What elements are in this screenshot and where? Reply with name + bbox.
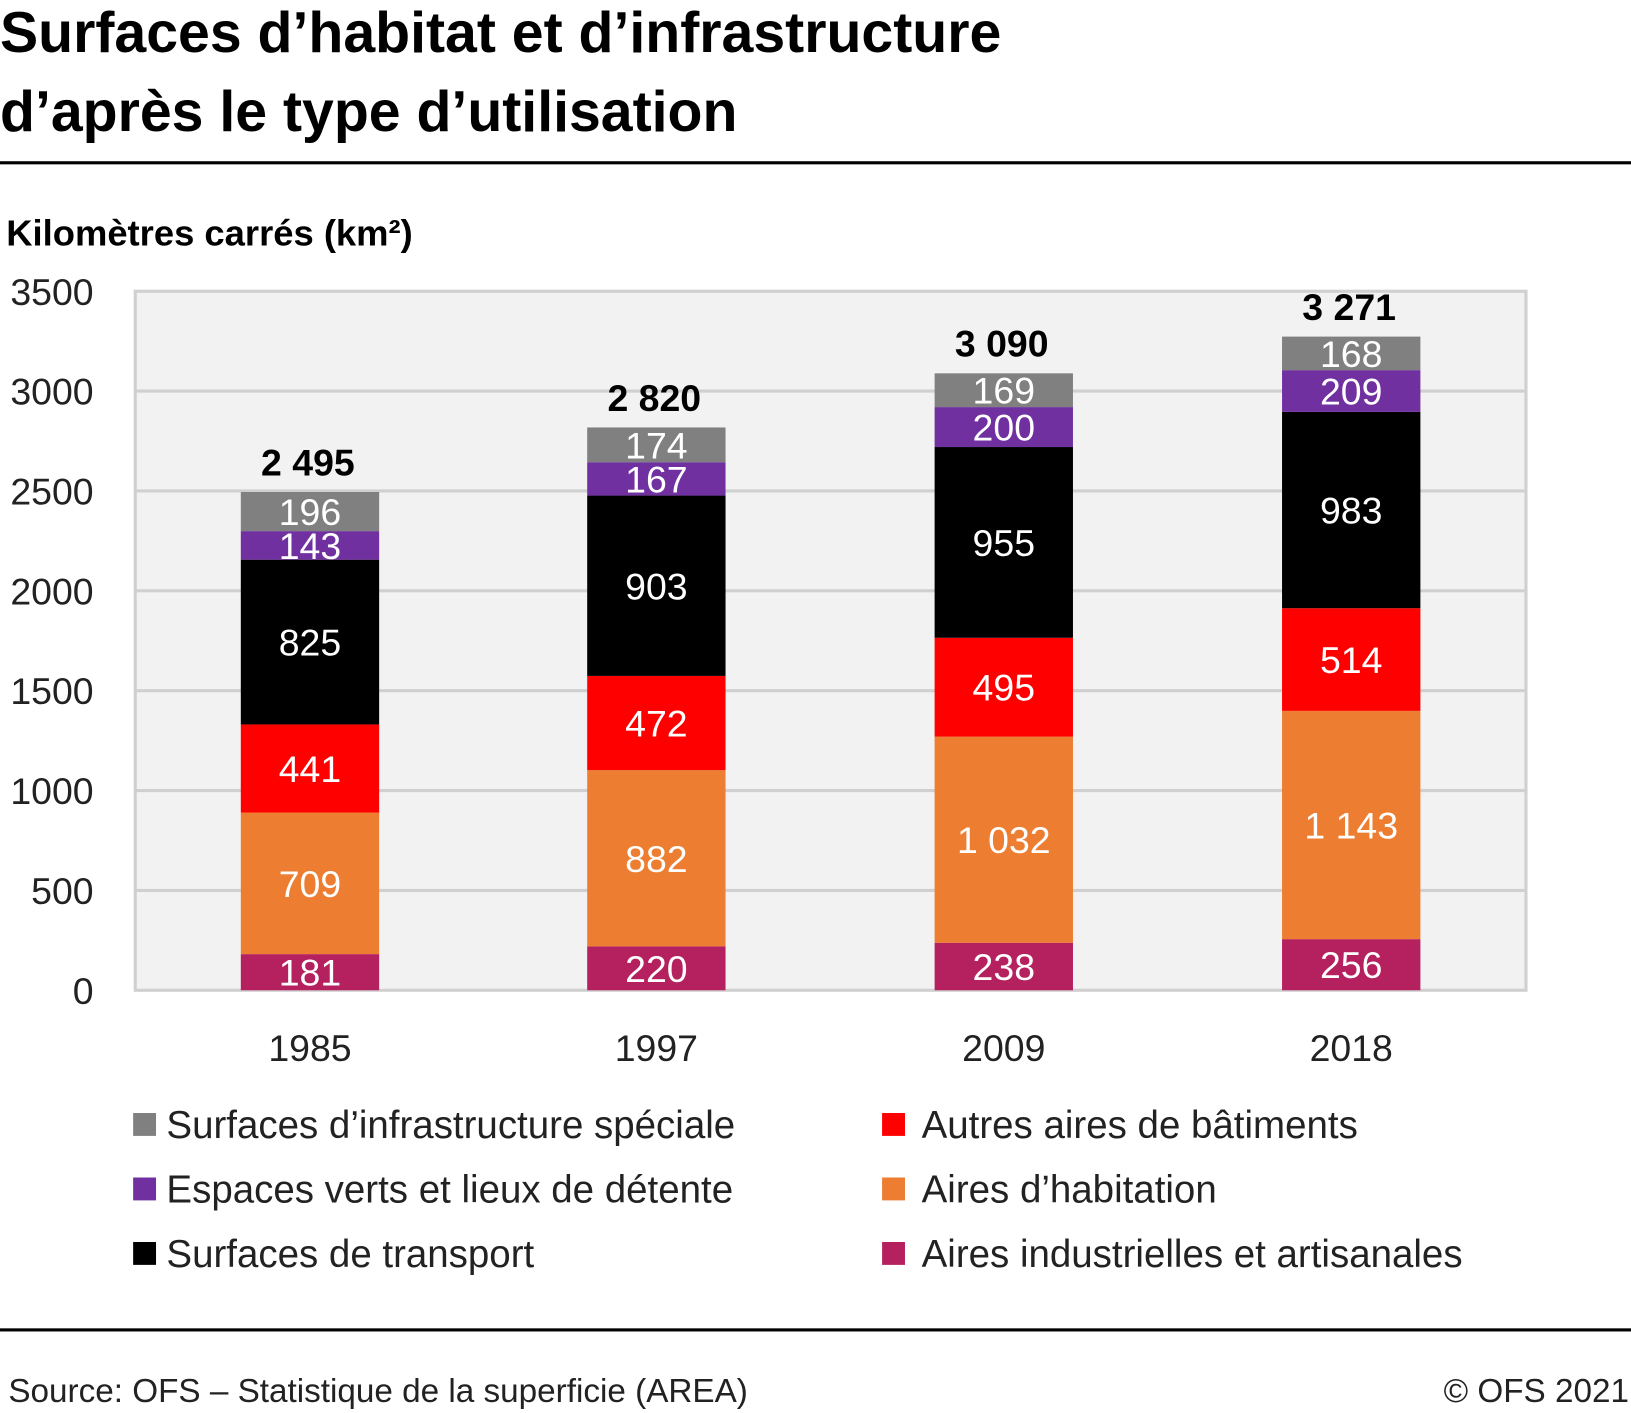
bar-segment <box>587 427 726 463</box>
y-axis-label: Kilomètres carrés (km²) <box>6 212 413 253</box>
y-tick-label: 500 <box>31 870 93 912</box>
y-tick-label: 2000 <box>10 570 93 612</box>
legend-label: Espaces verts et lieux de détente <box>166 1168 733 1211</box>
data-label: 196 <box>279 491 341 533</box>
bar-segment <box>934 373 1073 408</box>
x-tick-label: 1997 <box>615 1027 698 1069</box>
data-label: 238 <box>973 946 1035 988</box>
data-label: 143 <box>279 525 341 567</box>
total-label: 3 271 <box>1302 286 1396 328</box>
data-label: 983 <box>1320 490 1382 532</box>
x-tick-label: 2009 <box>962 1027 1045 1069</box>
source-note: Source: OFS – Statistique de la superfic… <box>8 1373 748 1410</box>
y-tick-label: 2500 <box>10 470 93 512</box>
data-label: 256 <box>1320 944 1382 986</box>
data-label: 472 <box>625 703 687 745</box>
legend-label: Surfaces d’infrastructure spéciale <box>166 1104 735 1147</box>
data-label: 1 032 <box>957 819 1051 861</box>
data-label: 709 <box>279 863 341 905</box>
bar-segment <box>934 942 1073 991</box>
data-label: 1 143 <box>1304 805 1398 847</box>
y-tick-label: 3500 <box>10 271 93 313</box>
bar-segment <box>587 770 726 947</box>
data-label: 441 <box>279 748 341 790</box>
bar-segment <box>240 954 380 991</box>
data-label: 514 <box>1320 639 1382 681</box>
bar-segment <box>587 462 726 496</box>
data-label: 181 <box>279 952 341 994</box>
x-tick-label: 2018 <box>1310 1027 1393 1069</box>
data-label: 200 <box>973 407 1035 449</box>
y-tick-label: 3000 <box>10 371 93 413</box>
data-label: 903 <box>625 565 687 607</box>
bar-segment <box>587 495 726 676</box>
total-label: 3 090 <box>955 323 1049 365</box>
title-rule <box>0 161 1631 165</box>
legend-label: Surfaces de transport <box>166 1233 534 1276</box>
bar-segment <box>934 447 1073 638</box>
bar-segment <box>240 724 380 813</box>
title-line-1: Surfaces d’habitat et d’infrastructure <box>0 1 1001 65</box>
bar-segment <box>240 491 380 532</box>
bar-segment <box>934 736 1073 943</box>
total-label: 2 495 <box>261 441 355 483</box>
legend-label: Aires d’habitation <box>922 1168 1217 1211</box>
bar-segment <box>1282 336 1421 371</box>
data-label: 169 <box>973 370 1035 412</box>
bar-segment <box>1282 411 1421 609</box>
x-tick-label: 1985 <box>268 1027 351 1069</box>
legend-swatch <box>882 1241 905 1265</box>
bar-segment <box>587 675 726 771</box>
bar-segment <box>1282 370 1421 412</box>
title-line-2: d’après le type d’utilisation <box>0 80 737 144</box>
data-label: 220 <box>625 948 687 990</box>
y-tick-label: 0 <box>73 970 94 1012</box>
data-label: 495 <box>973 667 1035 709</box>
legend-swatch <box>882 1177 905 1201</box>
legend-swatch <box>882 1113 905 1136</box>
bar-segment <box>1282 608 1421 711</box>
bar-segment <box>934 407 1073 448</box>
footer-rule <box>0 1328 1631 1332</box>
bar-segment <box>240 812 380 955</box>
y-tick-label: 1500 <box>10 670 93 712</box>
data-label: 167 <box>625 458 687 500</box>
data-label: 825 <box>279 622 341 664</box>
bar-segment <box>240 559 380 725</box>
legend-swatch <box>133 1241 157 1265</box>
data-label: 882 <box>625 838 687 880</box>
data-label: 168 <box>1320 333 1382 375</box>
copyright: © OFS 2021 <box>1444 1373 1629 1410</box>
legend-swatch <box>133 1113 157 1136</box>
legend-label: Autres aires de bâtiments <box>922 1104 1358 1147</box>
legend-swatch <box>133 1177 157 1201</box>
bar-segment <box>587 946 726 991</box>
bar-segment <box>240 531 380 560</box>
bar-segment <box>934 637 1073 737</box>
total-label: 2 820 <box>607 377 701 419</box>
data-label: 174 <box>625 424 687 466</box>
bar-segment <box>1282 939 1421 991</box>
data-label: 955 <box>973 522 1035 564</box>
bar-segment <box>1282 710 1421 940</box>
y-tick-label: 1000 <box>10 770 93 812</box>
data-label: 209 <box>1320 371 1382 413</box>
legend-label: Aires industrielles et artisanales <box>922 1233 1463 1276</box>
